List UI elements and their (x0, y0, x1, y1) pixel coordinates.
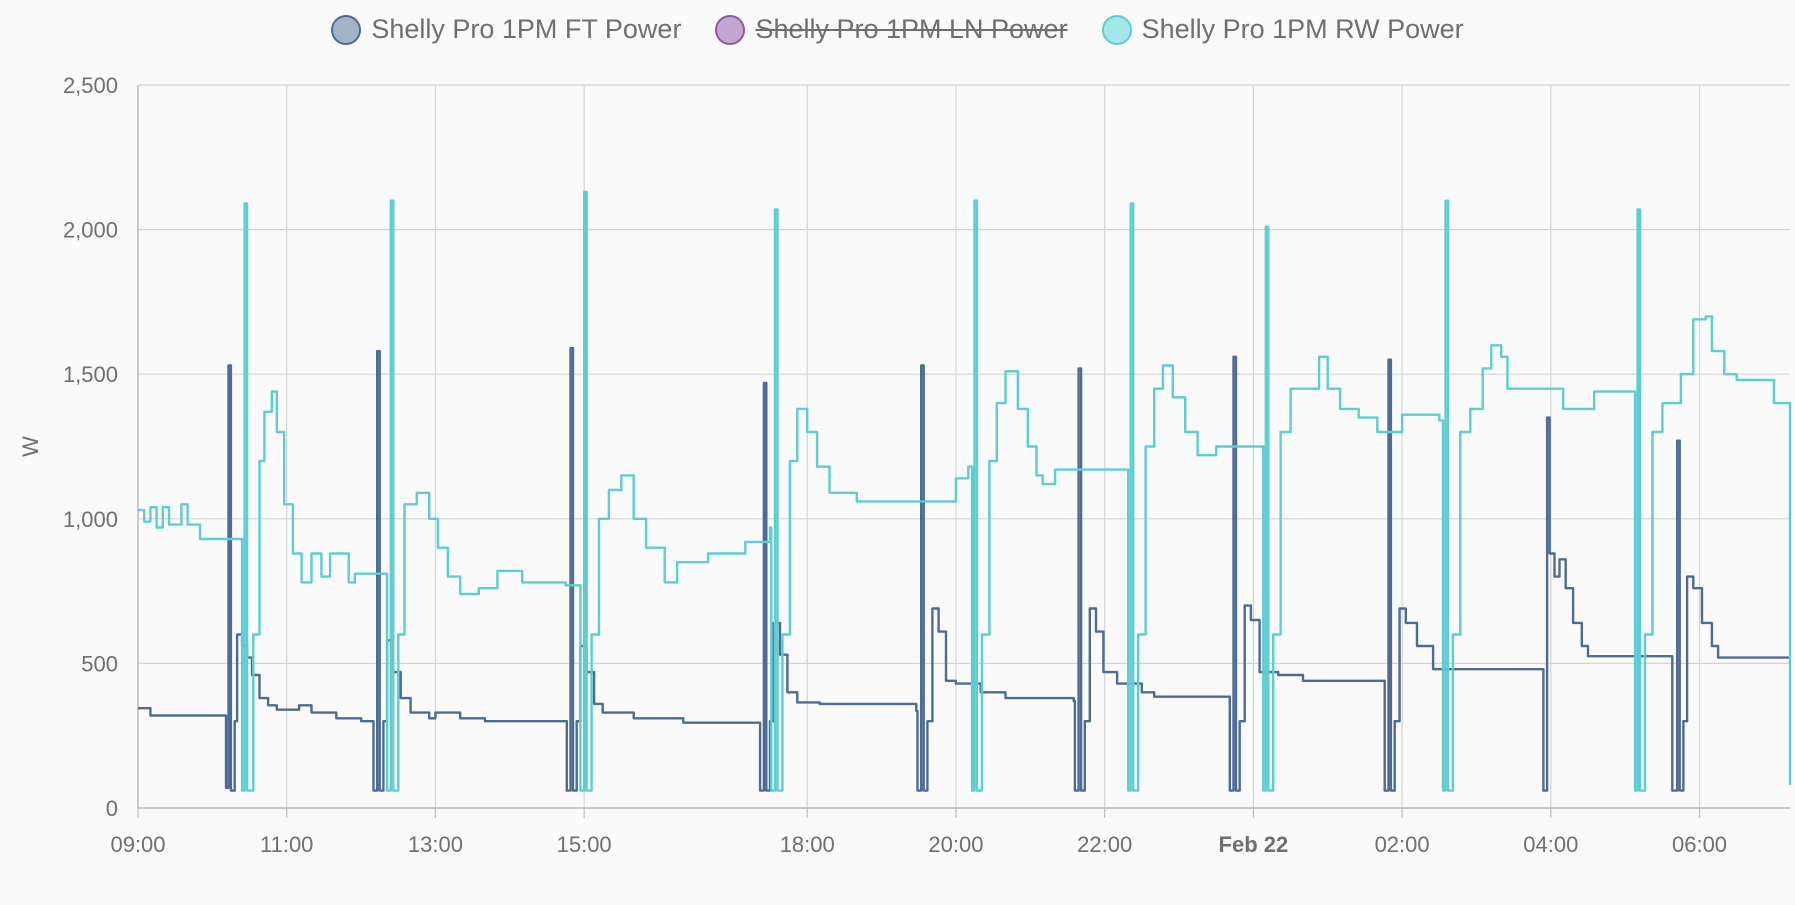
y-axis-label: W (18, 436, 43, 457)
legend-item-1[interactable]: Shelly Pro 1PM LN Power (715, 14, 1068, 45)
x-tick-label: 13:00 (408, 832, 463, 857)
x-tick-label: 20:00 (928, 832, 983, 857)
axes (137, 85, 1790, 818)
x-tick-label: 11:00 (260, 832, 313, 857)
legend-label: Shelly Pro 1PM FT Power (371, 14, 682, 44)
legend-swatch (331, 14, 362, 45)
x-tick-label: Feb 22 (1219, 832, 1289, 857)
y-tick-label: 1,500 (63, 362, 118, 387)
y-tick-label: 500 (81, 651, 118, 676)
legend-label: Shelly Pro 1PM RW Power (1141, 14, 1464, 44)
chart-legend: Shelly Pro 1PM FT Power Shelly Pro 1PM LN… (0, 14, 1795, 45)
x-tick-label: 09:00 (110, 832, 165, 857)
legend-item-0[interactable]: Shelly Pro 1PM FT Power (331, 14, 681, 45)
legend-label: Shelly Pro 1PM LN Power (755, 14, 1068, 44)
series-line-1 (138, 190, 1792, 792)
x-tick-label: 02:00 (1375, 832, 1430, 857)
legend-swatch (715, 14, 746, 45)
y-tick-label: 0 (106, 796, 118, 821)
legend-item-2[interactable]: Shelly Pro 1PM RW Power (1101, 14, 1464, 45)
x-tick-label: 04:00 (1523, 832, 1578, 857)
x-tick-label: 18:00 (780, 832, 835, 857)
y-tick-label: 2,000 (63, 218, 118, 243)
y-tick-label: 2,500 (63, 73, 118, 98)
series-layer (138, 190, 1792, 792)
series-line-0 (138, 347, 1790, 792)
x-tick-label: 15:00 (557, 832, 612, 857)
x-tick-label: 06:00 (1672, 832, 1727, 857)
grid-lines (137, 84, 1790, 809)
x-tick-label: 22:00 (1077, 832, 1132, 857)
y-tick-label: 1,000 (63, 507, 118, 532)
tick-labels: 0 500 1,000 1,500 2,000 2,500 09:00 11:00 13:00 1… (18, 73, 1727, 857)
legend-swatch (1101, 14, 1132, 45)
